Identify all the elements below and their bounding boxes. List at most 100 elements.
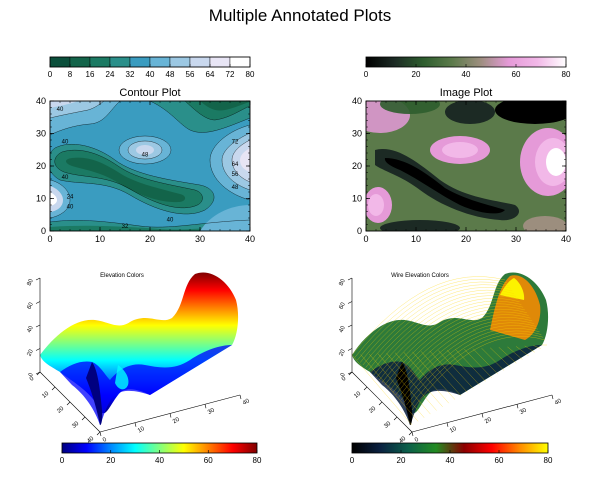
elevation-z-tick-label: 40 (27, 325, 36, 334)
image-x-tick-label: 10 (411, 234, 421, 244)
image-y-tick-label: 10 (352, 194, 362, 204)
contour-colorbar-swatch (49, 56, 71, 68)
wire-mesh-line (384, 309, 527, 386)
wire-colorbar-tick-label: 20 (397, 456, 406, 465)
elevation-x-axis-tick-label: 30 (207, 407, 216, 416)
wire-mesh-line (392, 317, 533, 393)
wire-y-axis-tick (408, 431, 413, 436)
wire-z-tick-label: 60 (339, 301, 348, 310)
elevation-surface-body (40, 272, 239, 426)
elevation-plot-title: Elevation Colors (100, 273, 144, 279)
wire-y-axis-tick (393, 416, 398, 421)
image-colorbar-tick-label: 60 (512, 70, 521, 79)
elevation-x-axis-tick (169, 413, 172, 418)
elevation-x-axis-tick (134, 422, 137, 427)
contour-level-label: 40 (57, 107, 64, 113)
wire-z-tick-label: 20 (339, 348, 348, 357)
wire-z-tick-label: 0 (340, 372, 347, 378)
contour-colorbar-swatch (149, 56, 171, 68)
contour-x-tick-label: 30 (195, 234, 205, 244)
elevation-z-tick (35, 348, 41, 351)
contour-level-label: 40 (62, 139, 69, 145)
wire-y-axis-tick-label: 20 (368, 406, 377, 415)
wire-mesh-line (524, 345, 535, 353)
elevation-z-tick-label: 60 (27, 301, 36, 310)
elevation-y-axis-tick (36, 371, 41, 376)
wire-x-axis-tick (481, 413, 484, 418)
elevation-z-tick-label: 20 (27, 348, 36, 357)
contour-colorbar-swatch (109, 56, 131, 68)
wire-mesh-line (481, 348, 505, 371)
contour-colorbar-tick-label: 0 (48, 70, 53, 79)
contour-colorbar-swatch (209, 56, 231, 68)
image-y-tick-label: 0 (357, 226, 362, 236)
elevation-y-axis-tick-label: 40 (86, 436, 95, 445)
contour-level-label: 40 (62, 175, 69, 181)
contour-level-label: 40 (167, 217, 174, 223)
contour-fill-regions (50, 101, 250, 231)
wire-z-tick (347, 277, 353, 281)
image-colorbar: 0 20 40 60 80 (364, 56, 571, 79)
contour-y-tick-label: 0 (41, 226, 46, 236)
wire-mesh-line (370, 295, 518, 373)
wire-z-tick (347, 324, 353, 328)
elevation-y-axis-tick (51, 386, 56, 391)
wire-x-axis-tick (551, 394, 554, 400)
contour-y-tick-label: 30 (36, 129, 46, 139)
image-colorbar-tick-label: 40 (462, 70, 471, 79)
contour-x-tick-label: 20 (145, 234, 155, 244)
wire-mesh-line (446, 349, 480, 386)
contour-colorbar-tick-label: 32 (126, 70, 135, 79)
contour-colorbar-swatch (189, 56, 211, 68)
elevation-x-axis-tick-label: 0 (102, 437, 108, 444)
wire-mesh-lines (351, 276, 547, 426)
wire-mesh-line (403, 352, 449, 404)
wire-mesh-line (438, 350, 474, 389)
wire-plot-title: Wire Elevation Colors (391, 273, 449, 279)
contour-y-tick-label: 20 (36, 161, 46, 171)
contour-level-label: 40 (67, 204, 74, 210)
contour-plot-title: Contour Plot (119, 87, 180, 99)
wire-mesh-line (357, 281, 509, 361)
wire-y-axis-tick-label: 10 (353, 391, 362, 400)
elevation-y-axis-tick-label: 30 (71, 421, 80, 430)
image-y-tick-label: 20 (352, 161, 362, 171)
wire-x-axis-tick-label: 0 (414, 437, 420, 444)
contour-colorbar-tick-label: 56 (186, 70, 195, 79)
elevation-y-axis-tick (96, 431, 101, 436)
image-plot-title: Image Plot (440, 87, 493, 99)
contour-y-tick-label: 40 (36, 96, 46, 106)
elevation-colorbar-tick-label: 80 (253, 456, 262, 465)
elevation-z-tick (35, 324, 41, 328)
contour-colorbar-tick-label: 80 (246, 70, 255, 79)
wire-mesh-line (472, 348, 499, 375)
image-x-tick-label: 30 (511, 234, 521, 244)
wire-z-tick (347, 301, 353, 304)
contour-colorbar-swatch (129, 56, 151, 68)
elevation-y-axis-tick-label: 10 (41, 391, 50, 400)
wire-mesh-line (533, 345, 541, 349)
image-x-tick-label: 0 (363, 234, 368, 244)
wire-mesh-line (420, 351, 462, 397)
image-y-tick-label: 40 (352, 96, 362, 106)
wire-mesh-line (362, 287, 513, 366)
wire-mesh-line (360, 284, 511, 363)
contour-level-label: 56 (232, 172, 239, 178)
elevation-z-tick-label: 0 (28, 372, 35, 378)
contour-lines (50, 101, 250, 228)
contour-colorbar-swatch (89, 56, 111, 68)
elevation-x-axis-tick-label: 40 (242, 398, 251, 407)
wire-x-axis-tick-label: 20 (484, 416, 493, 425)
wire-x-axis-tick (516, 404, 519, 409)
wire-x-axis-tick (411, 431, 414, 437)
elevation-colorbar: 0 20 40 60 80 (60, 442, 262, 465)
wire-mesh-line (379, 303, 524, 381)
contour-colorbar: 0 8 16 24 32 40 48 56 64 72 80 (48, 56, 255, 79)
contour-colorbar-tick-label: 40 (146, 70, 155, 79)
wire-x-axis-tick-label: 30 (519, 407, 528, 416)
wire-colorbar: 0 20 40 60 80 (350, 442, 553, 465)
wire-mesh-line (377, 353, 431, 415)
elevation-colorbar-tick-label: 20 (106, 456, 115, 465)
wire-x-axis-tick-label: 10 (449, 426, 458, 435)
wire-mesh-line (507, 346, 523, 360)
